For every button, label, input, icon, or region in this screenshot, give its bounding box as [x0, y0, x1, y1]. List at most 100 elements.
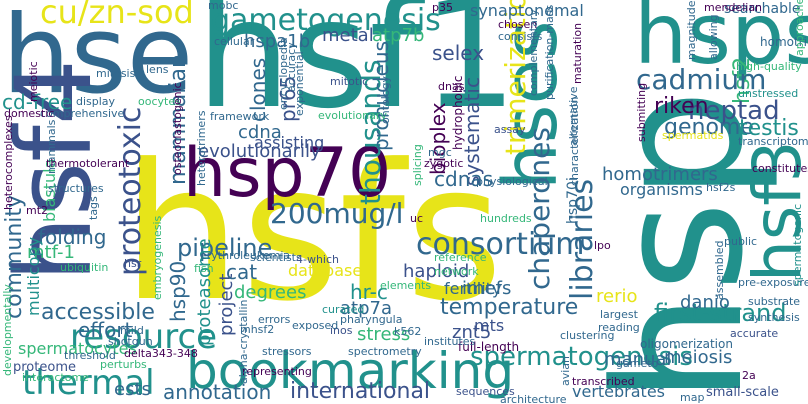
word-accessible: accessible [41, 300, 155, 325]
word-searchable: searchable [724, 1, 801, 17]
word-consists: consists [498, 30, 543, 43]
word-accurate: accurate [730, 327, 779, 340]
word-gameto: gameto [616, 357, 659, 370]
word-database: database [288, 261, 363, 280]
word-genome: genome [664, 115, 754, 140]
word-clustering: clustering [560, 329, 615, 342]
word-mtf-1: mtf-1 [27, 242, 75, 263]
word-chosen: chosen [498, 18, 538, 31]
word-high-quality: high-quality [736, 60, 802, 73]
word-organisms: organisms [620, 180, 703, 199]
word-hr-c: hr-c [350, 280, 388, 304]
word-delta343-348: delta343-348 [124, 347, 198, 360]
word-homotrimer: homotrimer [760, 35, 808, 49]
word-shotgun: shotgun [108, 335, 153, 348]
word-lens: lens [146, 63, 169, 76]
word-embryogenesis: embryogenesis [151, 215, 164, 300]
word-hsp90: hsp90 [166, 260, 190, 322]
word-first-strand: first-strand [654, 299, 787, 327]
word-assay: assay [494, 123, 526, 136]
word-cdnas: cdnas [434, 167, 494, 191]
word-thermotolerant: thermotolerant [46, 157, 130, 170]
word-international: international [290, 379, 431, 404]
word-scientists: scientists [250, 251, 302, 264]
word-transcribed: transcribed [572, 375, 635, 388]
word-oligomerization: oligomerization [640, 337, 733, 351]
word-dnas: dnas [438, 80, 465, 93]
word-alternative: alternative [567, 86, 580, 146]
word-transcriptome: transcriptome [738, 135, 808, 148]
word-mitosis: mitosis [96, 67, 136, 80]
word-constitutes: constitutes [752, 162, 808, 175]
word-exposed: exposed [292, 319, 339, 332]
word-osteoclastogenic: osteoclastogenic [171, 82, 184, 175]
word-hsfs: hsfs [122, 124, 504, 343]
word-erythroleukemia: erythroleukemia [200, 249, 291, 262]
word-hse: hse [2, 0, 194, 118]
word-znt5: znt5 [452, 322, 492, 343]
word-atp7a: atp7a [340, 298, 392, 319]
word-mt2: mt2 [26, 204, 49, 217]
word-hsr: hsr [124, 257, 142, 270]
word-mobc: mobc [208, 0, 239, 12]
word-synthesis: synthesis [748, 311, 800, 324]
word-hsf1: hsf1 [196, 0, 518, 142]
word-hundreds: hundreds [480, 212, 532, 225]
word-multicopy: multicopy [24, 236, 43, 316]
word-folding: folding [38, 225, 107, 249]
word-tags: tags [87, 196, 100, 220]
word-mendelian: mendelian [704, 1, 763, 14]
word-meiotic: meiotic [27, 61, 40, 102]
word-submitting: submitting [635, 82, 648, 142]
word-mild: mild [120, 324, 144, 337]
word-pre-exposure: pre-exposure [738, 276, 808, 289]
word-spermatogenic: spermatogenic [791, 203, 804, 286]
word-spermatocytes: spermatocytes [18, 339, 137, 358]
word-magnitude: magnitude [685, 0, 698, 60]
word-p35: p35 [432, 1, 453, 14]
word-architecture: architecture [500, 393, 567, 404]
word-cadmium: cadmium [636, 63, 767, 96]
word-approaches: approaches [793, 0, 806, 56]
word-cu-zn-sod: cu/zn-sod [40, 0, 194, 31]
word-cd-free: cd-free [2, 90, 73, 114]
word-uc: uc [410, 212, 424, 225]
word-vertebrates: vertebrates [572, 382, 665, 401]
word-rerio: rerio [596, 286, 638, 307]
word-reference: reference [434, 251, 487, 264]
word-avian: avian [559, 355, 572, 386]
word-resource: resource [70, 317, 218, 357]
word-2a: 2a [742, 369, 756, 382]
word-heptad: heptad [688, 96, 780, 126]
word-pharyngula: pharyngula [340, 313, 403, 326]
word-pipeline: pipeline [177, 234, 273, 262]
word-comprehensive: comprehensive [40, 107, 125, 120]
word-proteome: proteome [13, 360, 76, 375]
word-riken: riken [654, 94, 709, 119]
word-hspa1b: hspa1b [244, 31, 311, 52]
word-errors: errors [258, 313, 291, 326]
word-mts: mts [474, 316, 505, 335]
word-assembled: assembled [713, 240, 726, 300]
word-proteotoxic: proteotoxic [113, 106, 148, 276]
word-stress: stress [357, 324, 411, 345]
word-network: network [434, 265, 479, 278]
word-imefs: imefs [462, 278, 512, 299]
word-map: map [680, 391, 705, 404]
word-metal: metal [322, 25, 374, 46]
word-inos: inos [330, 324, 353, 337]
word-fertility: fertility [444, 279, 502, 298]
word-cellular: cellular [214, 35, 255, 48]
word-synaptonemal: synaptonemal [470, 1, 584, 20]
word-fish: fish [194, 262, 214, 275]
word-threshold: threshold [64, 349, 116, 362]
word-mhsf2: mhsf2 [240, 323, 275, 336]
word-hsps: hsps [634, 0, 808, 83]
word-splicing: splicing [411, 144, 424, 186]
word-heterocomplexes: heterocomplexes [2, 115, 15, 210]
word-alpha-crystallin: alpha-crystallin [237, 299, 250, 384]
word-developmentally: developmentally [1, 284, 14, 376]
word-selex: selex [432, 41, 485, 65]
word-lpo: lpo [594, 239, 611, 252]
